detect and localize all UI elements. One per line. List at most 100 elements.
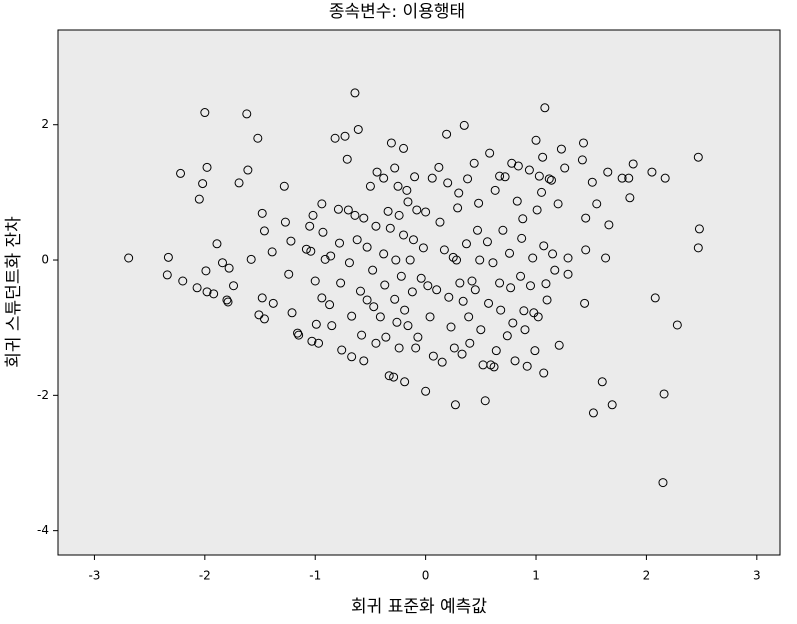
point	[337, 345, 347, 355]
point	[294, 330, 304, 340]
point	[416, 273, 426, 283]
point	[314, 338, 324, 348]
point	[513, 161, 523, 171]
point	[385, 223, 395, 233]
point	[284, 269, 294, 279]
point	[531, 135, 541, 145]
point	[452, 255, 462, 265]
point	[449, 343, 459, 353]
point	[411, 343, 421, 353]
point	[359, 356, 369, 366]
point	[379, 249, 389, 259]
point	[446, 322, 456, 332]
point	[209, 289, 219, 299]
point	[386, 138, 396, 148]
point	[344, 258, 354, 268]
point	[402, 185, 412, 195]
point	[229, 281, 239, 291]
point	[524, 165, 534, 175]
point	[390, 163, 400, 173]
point	[658, 478, 668, 488]
point	[421, 386, 431, 396]
point	[560, 163, 570, 173]
point	[450, 400, 460, 410]
point	[399, 143, 409, 153]
point	[693, 243, 703, 253]
point	[484, 298, 494, 308]
point	[253, 133, 263, 143]
point	[202, 287, 212, 297]
point	[396, 271, 406, 281]
point	[528, 253, 538, 263]
point	[554, 340, 564, 350]
point	[400, 377, 410, 387]
point	[458, 296, 468, 306]
x-tick-label: 3	[753, 569, 761, 583]
point	[480, 396, 490, 406]
y-tick-label: 2	[41, 117, 49, 131]
point	[672, 320, 682, 330]
point	[533, 312, 543, 322]
point	[577, 155, 587, 165]
point	[305, 221, 315, 231]
point	[178, 276, 188, 286]
point	[257, 293, 267, 303]
point	[546, 175, 556, 185]
point	[495, 278, 505, 288]
x-tick-label: 1	[532, 569, 540, 583]
point	[526, 281, 536, 291]
point	[224, 263, 234, 273]
point	[461, 239, 471, 249]
point	[427, 173, 437, 183]
point	[421, 207, 431, 217]
point	[176, 168, 186, 178]
point	[660, 173, 670, 183]
point	[432, 285, 442, 295]
point	[217, 258, 227, 268]
point	[476, 325, 486, 335]
point	[530, 346, 540, 356]
point	[597, 377, 607, 387]
point	[544, 174, 554, 184]
point	[442, 129, 452, 139]
point	[333, 204, 343, 214]
point	[550, 265, 560, 275]
point	[412, 205, 422, 215]
point	[311, 319, 321, 329]
point	[310, 276, 320, 286]
point	[317, 293, 327, 303]
point	[563, 269, 573, 279]
point	[200, 108, 210, 118]
point	[592, 199, 602, 209]
point	[425, 312, 435, 322]
point	[580, 298, 590, 308]
point	[243, 165, 253, 175]
y-tick-label: 0	[41, 253, 49, 267]
point	[325, 300, 335, 310]
point	[542, 295, 552, 305]
point	[491, 346, 501, 356]
y-tick-label: -4	[37, 523, 49, 537]
point	[318, 227, 328, 237]
point	[327, 321, 337, 331]
point	[379, 173, 389, 183]
point	[372, 167, 382, 177]
point	[163, 252, 173, 262]
point	[293, 328, 303, 338]
point	[482, 237, 492, 247]
point	[647, 167, 657, 177]
point	[410, 172, 420, 182]
point	[534, 171, 544, 181]
point	[306, 246, 316, 256]
point	[459, 120, 469, 130]
point	[342, 154, 352, 164]
point	[508, 318, 518, 328]
point	[490, 185, 500, 195]
point	[512, 196, 522, 206]
point	[124, 253, 134, 263]
point	[475, 255, 485, 265]
point	[454, 188, 464, 198]
point	[400, 305, 410, 315]
point	[532, 205, 542, 215]
